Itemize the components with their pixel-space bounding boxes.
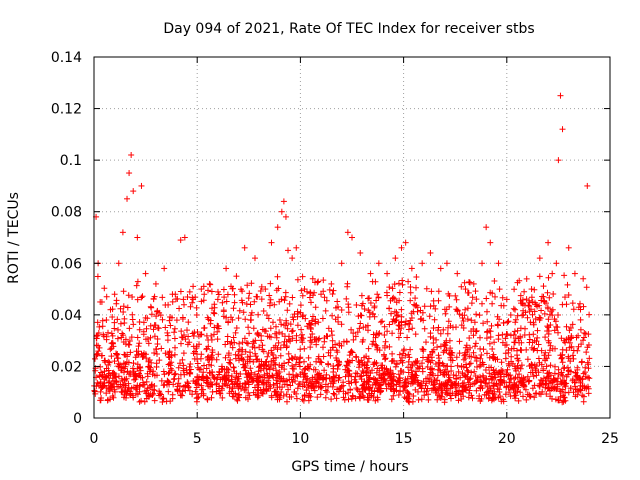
data-point xyxy=(138,182,145,189)
data-point xyxy=(262,286,269,293)
data-point xyxy=(398,244,405,251)
data-point xyxy=(241,244,248,251)
data-point xyxy=(181,234,188,241)
data-point xyxy=(124,195,131,202)
data-point xyxy=(412,368,419,375)
data-point xyxy=(274,224,281,231)
data-point xyxy=(555,157,562,164)
y-tick-label: 0.14 xyxy=(51,50,82,66)
data-point xyxy=(503,296,510,303)
data-point xyxy=(338,260,345,267)
data-point xyxy=(223,265,230,272)
data-point xyxy=(126,170,133,177)
y-tick-label: 0.04 xyxy=(51,308,82,324)
data-point xyxy=(545,239,552,246)
data-point xyxy=(427,249,434,256)
data-point xyxy=(367,270,374,277)
data-point xyxy=(470,280,477,287)
data-point xyxy=(584,182,591,189)
data-point xyxy=(282,213,289,220)
data-point xyxy=(495,260,502,267)
axis-ticks: 0 5 10 15 20 25 0 0.02 0.04 0.06 0.08 0.1 0.12 0.14 xyxy=(51,50,619,447)
chart-title: Day 094 of 2021, Rate Of TEC Index for r… xyxy=(163,21,534,37)
data-point xyxy=(408,265,415,272)
data-point xyxy=(344,229,351,236)
data-point xyxy=(487,239,494,246)
data-point xyxy=(454,270,461,277)
y-tick-label: 0.1 xyxy=(60,153,82,169)
data-point xyxy=(536,255,543,262)
data-point xyxy=(161,265,168,272)
data-point xyxy=(580,275,587,282)
data-point xyxy=(152,280,159,287)
data-point xyxy=(462,286,469,293)
y-tick-label: 0 xyxy=(73,411,82,427)
data-point xyxy=(419,260,426,267)
x-tick-label: 15 xyxy=(395,431,413,447)
data-point xyxy=(549,270,556,277)
data-point xyxy=(479,260,486,267)
x-tick-label: 5 xyxy=(193,431,202,447)
data-point xyxy=(142,270,149,277)
data-point xyxy=(553,260,560,267)
data-point xyxy=(402,239,409,246)
data-point xyxy=(375,260,382,267)
x-tick-label: 0 xyxy=(90,431,99,447)
data-point xyxy=(177,237,184,244)
x-axis-title: GPS time / hours xyxy=(291,459,408,475)
data-point xyxy=(437,265,444,272)
data-point xyxy=(134,234,141,241)
data-point xyxy=(268,239,275,246)
y-tick-label: 0.06 xyxy=(51,256,82,272)
data-point xyxy=(512,306,519,313)
data-point xyxy=(357,249,364,256)
data-point xyxy=(557,92,564,99)
y-tick-label: 0.08 xyxy=(51,205,82,221)
data-point xyxy=(483,224,490,231)
data-point xyxy=(119,229,126,236)
data-point xyxy=(285,247,292,254)
data-point xyxy=(111,291,118,298)
data-point xyxy=(278,208,285,215)
data-point xyxy=(559,126,566,133)
data-point xyxy=(565,244,572,251)
data-point xyxy=(328,280,335,287)
x-tick-label: 25 xyxy=(601,431,619,447)
data-point xyxy=(280,198,287,205)
data-point xyxy=(130,188,137,195)
data-point xyxy=(128,151,135,158)
data-point xyxy=(289,255,296,262)
data-point xyxy=(103,317,110,324)
data-point xyxy=(293,244,300,251)
data-point xyxy=(233,273,240,280)
data-point xyxy=(392,255,399,262)
data-point xyxy=(384,270,391,277)
data-point xyxy=(443,260,450,267)
data-point xyxy=(528,286,535,293)
y-axis-title: ROTI / TECUs xyxy=(6,192,22,284)
data-point xyxy=(571,270,578,277)
y-tick-label: 0.12 xyxy=(51,102,82,118)
x-tick-label: 10 xyxy=(291,431,309,447)
data-point xyxy=(206,280,213,287)
data-point xyxy=(349,234,355,241)
data-point xyxy=(251,255,258,262)
data-point xyxy=(309,275,316,282)
y-tick-label: 0.02 xyxy=(51,359,82,375)
plot-frame xyxy=(93,56,611,419)
data-point xyxy=(115,260,122,267)
x-tick-label: 20 xyxy=(498,431,516,447)
data-point xyxy=(214,296,221,303)
